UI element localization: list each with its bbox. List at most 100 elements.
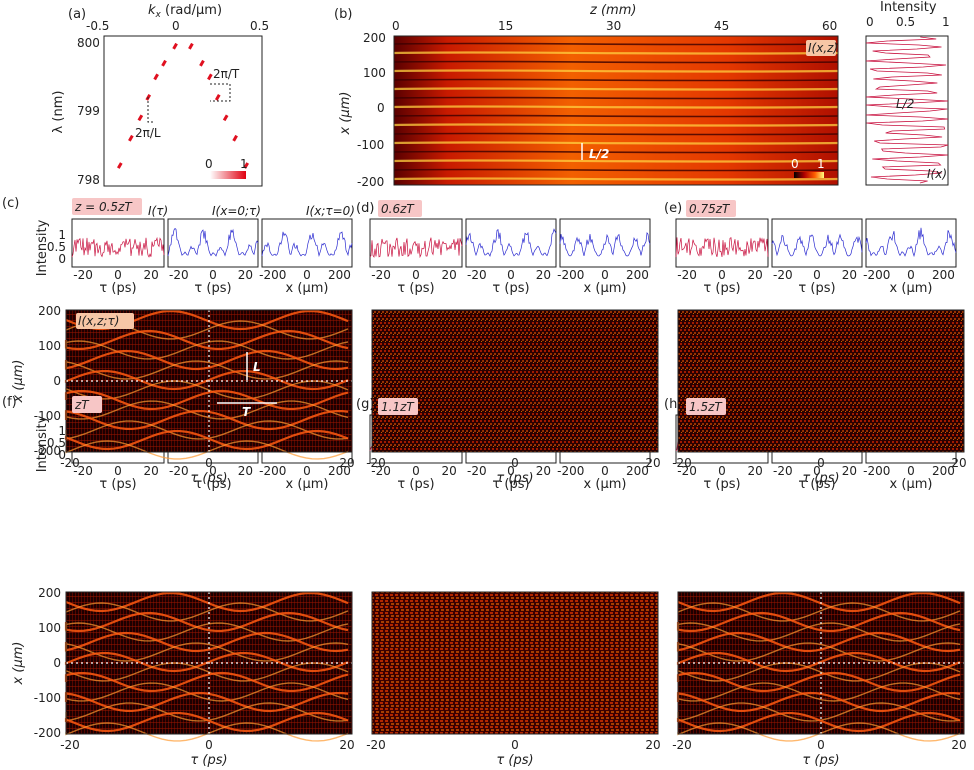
heatmap-ytick: 0 <box>53 656 61 670</box>
heatmap-xlabel: τ (ps) <box>496 753 533 768</box>
trace-xlabel: τ (ps) <box>99 477 136 492</box>
heatmap-xtick: 20 <box>339 456 354 470</box>
heatmap-xtick: -20 <box>672 456 692 470</box>
b-bright-bands <box>393 42 839 181</box>
trace-xlabel: x (μm) <box>890 281 933 296</box>
trace-xtick: 200 <box>328 268 351 282</box>
a-data-point <box>188 42 194 50</box>
heatmap-wave <box>64 329 349 351</box>
c-heat-tag-box <box>76 313 134 329</box>
a-frame <box>103 35 263 187</box>
trace-ytick: 1 <box>58 424 66 438</box>
b-ytick-1: 100 <box>363 66 386 80</box>
b-side-label: I(x) <box>927 167 947 181</box>
trace-xtick: 0 <box>412 268 420 282</box>
trace-xtick: -20 <box>169 464 189 478</box>
trace-xtick: 200 <box>932 464 955 478</box>
b-side-tick-2: 1 <box>942 15 950 29</box>
trace-xtick: 20 <box>441 268 456 282</box>
heatmap-xtick: -20 <box>60 456 80 470</box>
a-data-point <box>161 59 167 67</box>
heatmap-xlabel: τ (ps) <box>802 471 839 486</box>
b-band <box>393 60 839 64</box>
trace-xtick: -20 <box>677 268 697 282</box>
heatmap-xtick: 20 <box>951 456 966 470</box>
a-data-point <box>243 162 249 169</box>
heatmap-xtick: 20 <box>645 738 660 752</box>
heatmap-wave <box>65 380 349 400</box>
heatmap-wave <box>64 651 349 673</box>
a-ytick-0: 800 <box>77 36 100 50</box>
heatmap-xtick: -20 <box>672 738 692 752</box>
heatmap-frame <box>65 309 353 453</box>
heatmap-ytick: -100 <box>34 409 61 423</box>
a-cbar-0: 0 <box>205 157 213 171</box>
heatmap-ytick: -200 <box>34 444 61 458</box>
b-band <box>393 69 839 73</box>
heatmap-wave <box>64 349 349 371</box>
trace-xlabel: τ (ps) <box>397 281 434 296</box>
b-tag-box <box>806 40 836 56</box>
panel-label-b: (b) <box>334 7 352 22</box>
heatmap-wave <box>676 611 961 633</box>
trace-xtick: -20 <box>73 464 93 478</box>
b-ytick-2: 0 <box>377 101 385 115</box>
trace-xlabel: τ (ps) <box>99 281 136 296</box>
b-band <box>393 96 839 100</box>
trace-ytick: 0 <box>58 448 66 462</box>
a-data-point <box>117 162 123 169</box>
b-xtick-4: 60 <box>822 19 837 33</box>
heatmap-wave <box>65 722 349 742</box>
a-data-points <box>117 42 249 169</box>
heatmap-xtick: 0 <box>511 456 519 470</box>
trace-xtick: 0 <box>718 464 726 478</box>
trace-xtick: 0 <box>303 268 311 282</box>
trace-xtick: 0 <box>907 464 915 478</box>
b-band <box>393 105 839 109</box>
trace-xtick: -200 <box>557 464 584 478</box>
trace-xlabel: x (μm) <box>286 281 329 296</box>
tag-e: 0.75zT <box>689 202 731 216</box>
heatmap-wave <box>676 711 961 733</box>
heatmap-ytick: -100 <box>34 691 61 705</box>
heatmap-wave <box>65 602 349 622</box>
trace-xtick: 20 <box>842 464 857 478</box>
trace-xlabel: τ (ps) <box>703 477 740 492</box>
a-data-point <box>199 59 205 67</box>
trace-xtick: 0 <box>601 268 609 282</box>
a-ytick-2: 798 <box>77 173 100 187</box>
a-xtick-1: 0 <box>172 19 180 33</box>
b-band <box>393 177 839 181</box>
panel-a: (a) kx (rad/μm) -0.5 0 0.5 800 799 798 λ… <box>51 3 269 187</box>
c-trace-tag: I(τ) <box>148 204 168 218</box>
a-data-point <box>214 94 221 101</box>
trace-xtick: 20 <box>238 464 253 478</box>
heatmap-wave <box>65 702 349 722</box>
c-trace-tag: I(x;τ=0) <box>306 204 355 218</box>
trace-xlabel: τ (ps) <box>194 477 231 492</box>
trace-ytick: 0.5 <box>47 436 66 450</box>
panel-label-a: (a) <box>68 7 86 22</box>
trace-frame-tau <box>71 218 165 268</box>
heatmap-xtick: -20 <box>366 738 386 752</box>
trace-frame-t0 <box>771 218 863 268</box>
panel-label-c: (c) <box>2 196 19 211</box>
heatmap-wave <box>677 642 961 662</box>
a-xlabel-k: k <box>148 3 156 18</box>
b-band <box>393 132 839 136</box>
trace-xlabel: x (μm) <box>584 477 627 492</box>
a-data-point <box>137 114 144 122</box>
trace-frame-x <box>865 218 957 268</box>
trace-xlabel: τ (ps) <box>798 477 835 492</box>
panel-label-e: (e) <box>664 201 682 216</box>
heatmap-wave <box>677 622 961 642</box>
heatmap-ytick: 200 <box>38 304 61 318</box>
trace-frame-t0 <box>167 218 259 268</box>
a-colorbar <box>210 171 246 179</box>
heatmap-xlabel: τ (ps) <box>190 753 227 768</box>
a-xlabel: kx (rad/μm) <box>148 3 222 20</box>
b-ytick-3: -100 <box>357 138 384 152</box>
trace-xtick: 0 <box>507 268 515 282</box>
a-data-point <box>172 42 178 50</box>
